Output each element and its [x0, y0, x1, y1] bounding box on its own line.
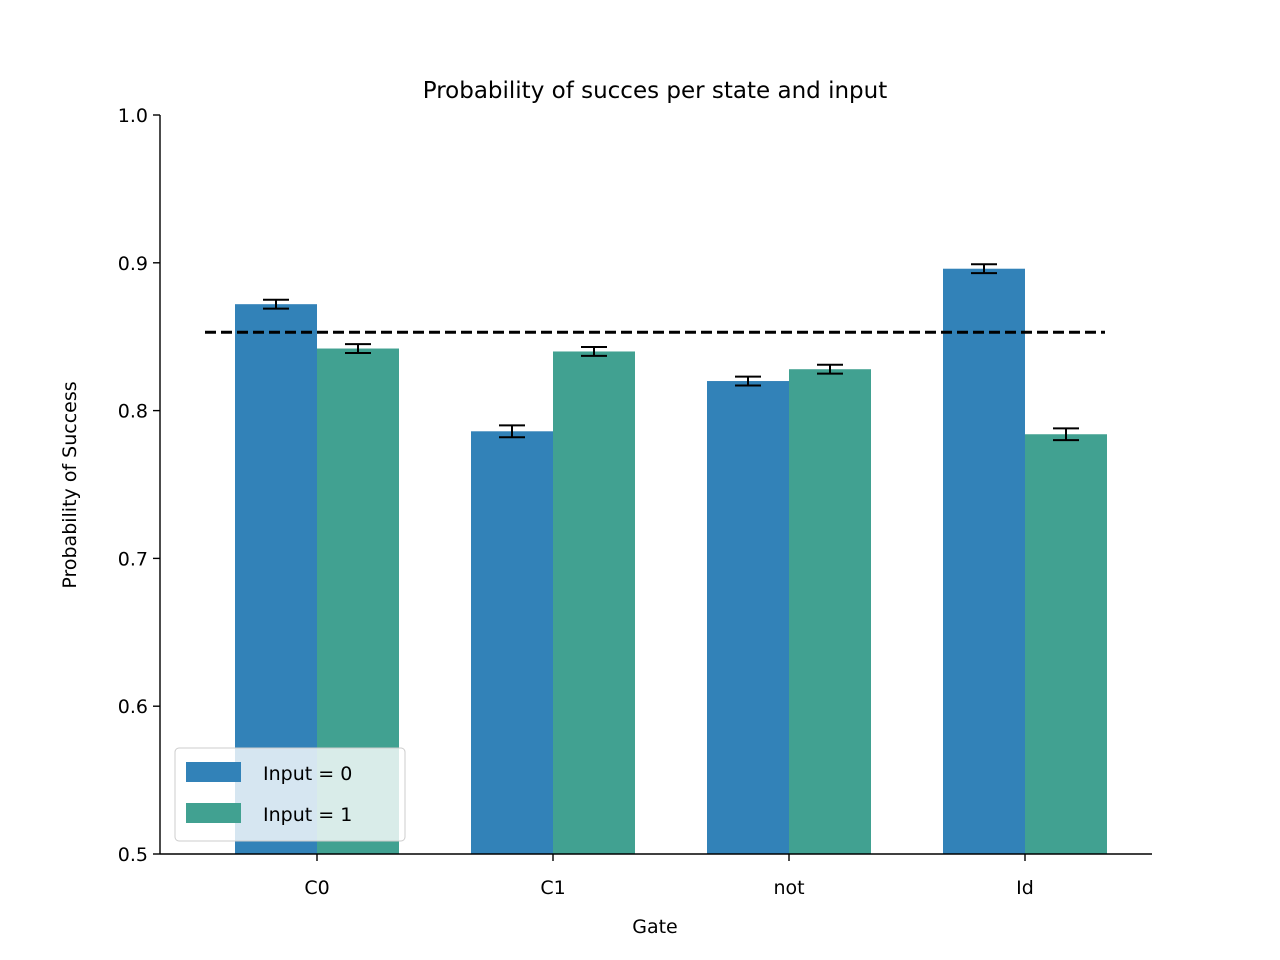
legend-label-input-0: Input = 0: [263, 763, 352, 785]
y-axis-label: Probability of Success: [59, 381, 81, 588]
x-tick-label-c1: C1: [540, 877, 565, 899]
error-bar-c1-input-0: [499, 424, 525, 439]
chart-title: Probability of succes per state and inpu…: [423, 78, 888, 104]
y-tick-label: 0.6: [118, 696, 148, 718]
y-tick-label: 0.5: [118, 844, 148, 866]
legend-swatch-input-0: [186, 762, 241, 782]
legend-swatch-input-1: [186, 803, 241, 823]
legend: Input = 0 Input = 1: [174, 747, 406, 842]
bar-c1-input-1: [553, 351, 635, 854]
y-tick-label: 0.7: [118, 548, 148, 570]
error-bars-group: [263, 263, 1079, 442]
error-bar-c0-input-0: [263, 298, 289, 310]
error-bar-not-input-0: [735, 375, 761, 387]
x-ticks-group: C0 C1 not Id: [304, 854, 1034, 899]
y-tick-label: 0.9: [118, 253, 148, 275]
error-bar-not-input-1: [817, 363, 843, 375]
x-tick-label-c0: C0: [304, 877, 329, 899]
x-axis-label: Gate: [632, 916, 678, 938]
legend-label-input-1: Input = 1: [263, 804, 352, 826]
y-tick-label: 1.0: [118, 105, 148, 127]
bar-id-input-0: [943, 268, 1025, 854]
y-ticks-group: 0.5 0.6 0.7 0.8 0.9 1.0: [118, 105, 160, 866]
error-bar-id-input-0: [971, 263, 997, 275]
x-tick-label-id: Id: [1016, 877, 1034, 899]
x-tick-label-not: not: [773, 877, 804, 899]
error-bar-c0-input-1: [345, 343, 371, 354]
bar-not-input-1: [789, 369, 871, 854]
error-bar-id-input-1: [1053, 427, 1079, 442]
bar-id-input-1: [1025, 434, 1107, 854]
bar-c1-input-0: [471, 431, 553, 854]
legend-box: [174, 747, 406, 842]
y-tick-label: 0.8: [118, 401, 148, 423]
bar-not-input-0: [707, 381, 789, 854]
error-bar-c1-input-1: [581, 346, 607, 357]
